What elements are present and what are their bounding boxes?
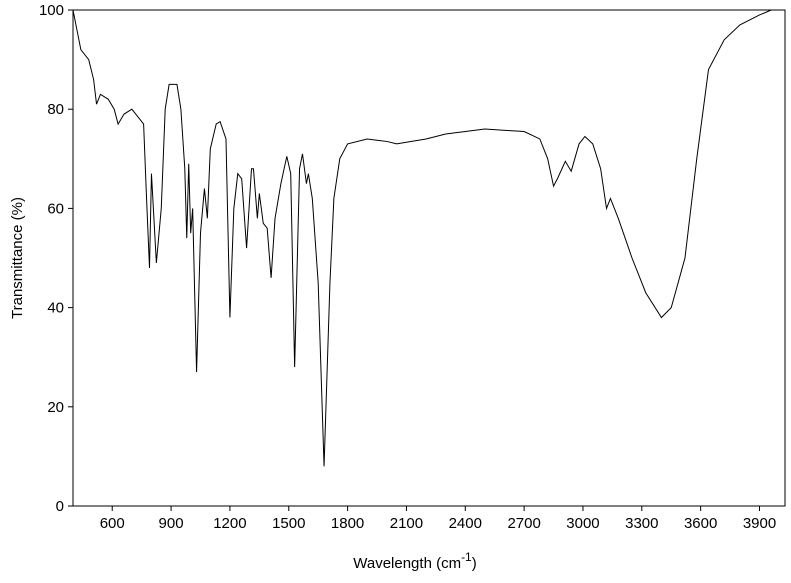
y-tick-label: 0 [56, 498, 64, 515]
x-tick-label: 2100 [390, 515, 423, 532]
x-tick-label: 2700 [507, 515, 540, 532]
x-tick-label: 3900 [743, 515, 776, 532]
x-tick-label: 3300 [625, 515, 658, 532]
x-label-close: ) [472, 555, 477, 572]
x-axis-label: Wavelength (cm-1) [353, 550, 476, 572]
x-tick-label: 1500 [272, 515, 305, 532]
x-tick-label: 3600 [684, 515, 717, 532]
x-tick-label: 2400 [449, 515, 482, 532]
y-tick-label: 40 [47, 300, 64, 317]
spectrum-line [72, 9, 772, 467]
y-tick-label: 60 [47, 200, 64, 217]
x-tick-label: 3000 [566, 515, 599, 532]
y-axis-label: Transmittance (%) [9, 197, 26, 319]
x-tick-label: 1200 [213, 515, 246, 532]
y-tick-label: 80 [47, 101, 64, 118]
plot-frame [72, 9, 786, 507]
x-tick-label: 900 [159, 515, 184, 532]
x-label-sup: -1 [461, 550, 472, 564]
y-tick-label: 20 [47, 399, 64, 416]
y-tick-label: 100 [39, 2, 64, 19]
x-tick-label: 1800 [331, 515, 364, 532]
x-tick-label: 600 [100, 515, 125, 532]
x-label-text: Wavelength (cm [353, 555, 461, 572]
